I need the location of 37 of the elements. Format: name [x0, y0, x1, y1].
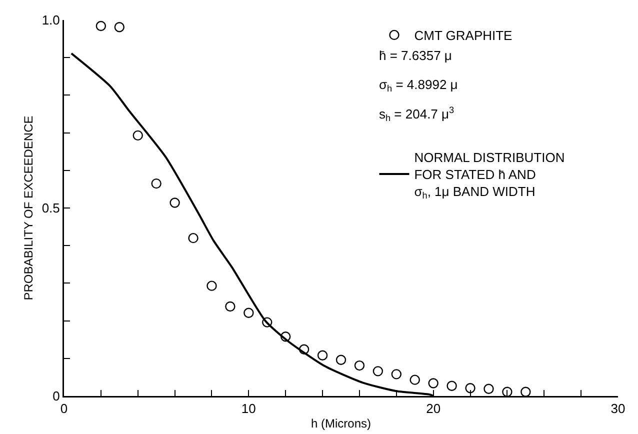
annotation: s$_{h}$ = 204.7 μ$^{3}$ — [379, 105, 454, 124]
y-tick-label: 0.5 — [42, 200, 60, 216]
point — [317, 350, 328, 360]
point — [132, 130, 143, 141]
point — [225, 301, 236, 312]
point — [114, 22, 124, 32]
annotation: h̄ = 7.6357 μ — [379, 48, 452, 63]
point — [465, 383, 476, 394]
point — [484, 384, 494, 394]
point — [520, 386, 531, 396]
legend-label: CMT GRAPHITE — [414, 28, 513, 44]
point — [298, 344, 310, 354]
annotation: σ$_{h}$ = 4.8992 μ — [379, 77, 458, 94]
point — [244, 308, 254, 318]
y-axis-title: PROBABILITY OF EXCEEDENCE — [21, 116, 36, 300]
point — [336, 354, 346, 365]
point — [188, 232, 198, 244]
point — [206, 280, 217, 291]
point — [428, 378, 438, 388]
point — [446, 380, 457, 391]
point — [280, 331, 291, 342]
y-tick-label: 1.0 — [42, 12, 60, 28]
x-tick-label: 30 — [610, 401, 626, 416]
y-tick-label: 0 — [52, 388, 60, 404]
point — [262, 317, 272, 328]
point — [502, 386, 512, 396]
x-tick-label: 20 — [426, 401, 441, 416]
point — [151, 178, 162, 189]
point — [391, 369, 402, 380]
point — [410, 374, 420, 385]
point — [170, 198, 180, 208]
point — [96, 20, 106, 32]
legend-label: NORMAL DISTRIBUTION FOR STATED h̄ AND σ$_{h}$, 1μ BAND WIDTH — [414, 150, 565, 201]
x-axis-title: h (Microns) — [310, 416, 372, 431]
point — [354, 360, 365, 371]
point — [372, 366, 384, 376]
x-tick-label: 10 — [241, 401, 256, 416]
